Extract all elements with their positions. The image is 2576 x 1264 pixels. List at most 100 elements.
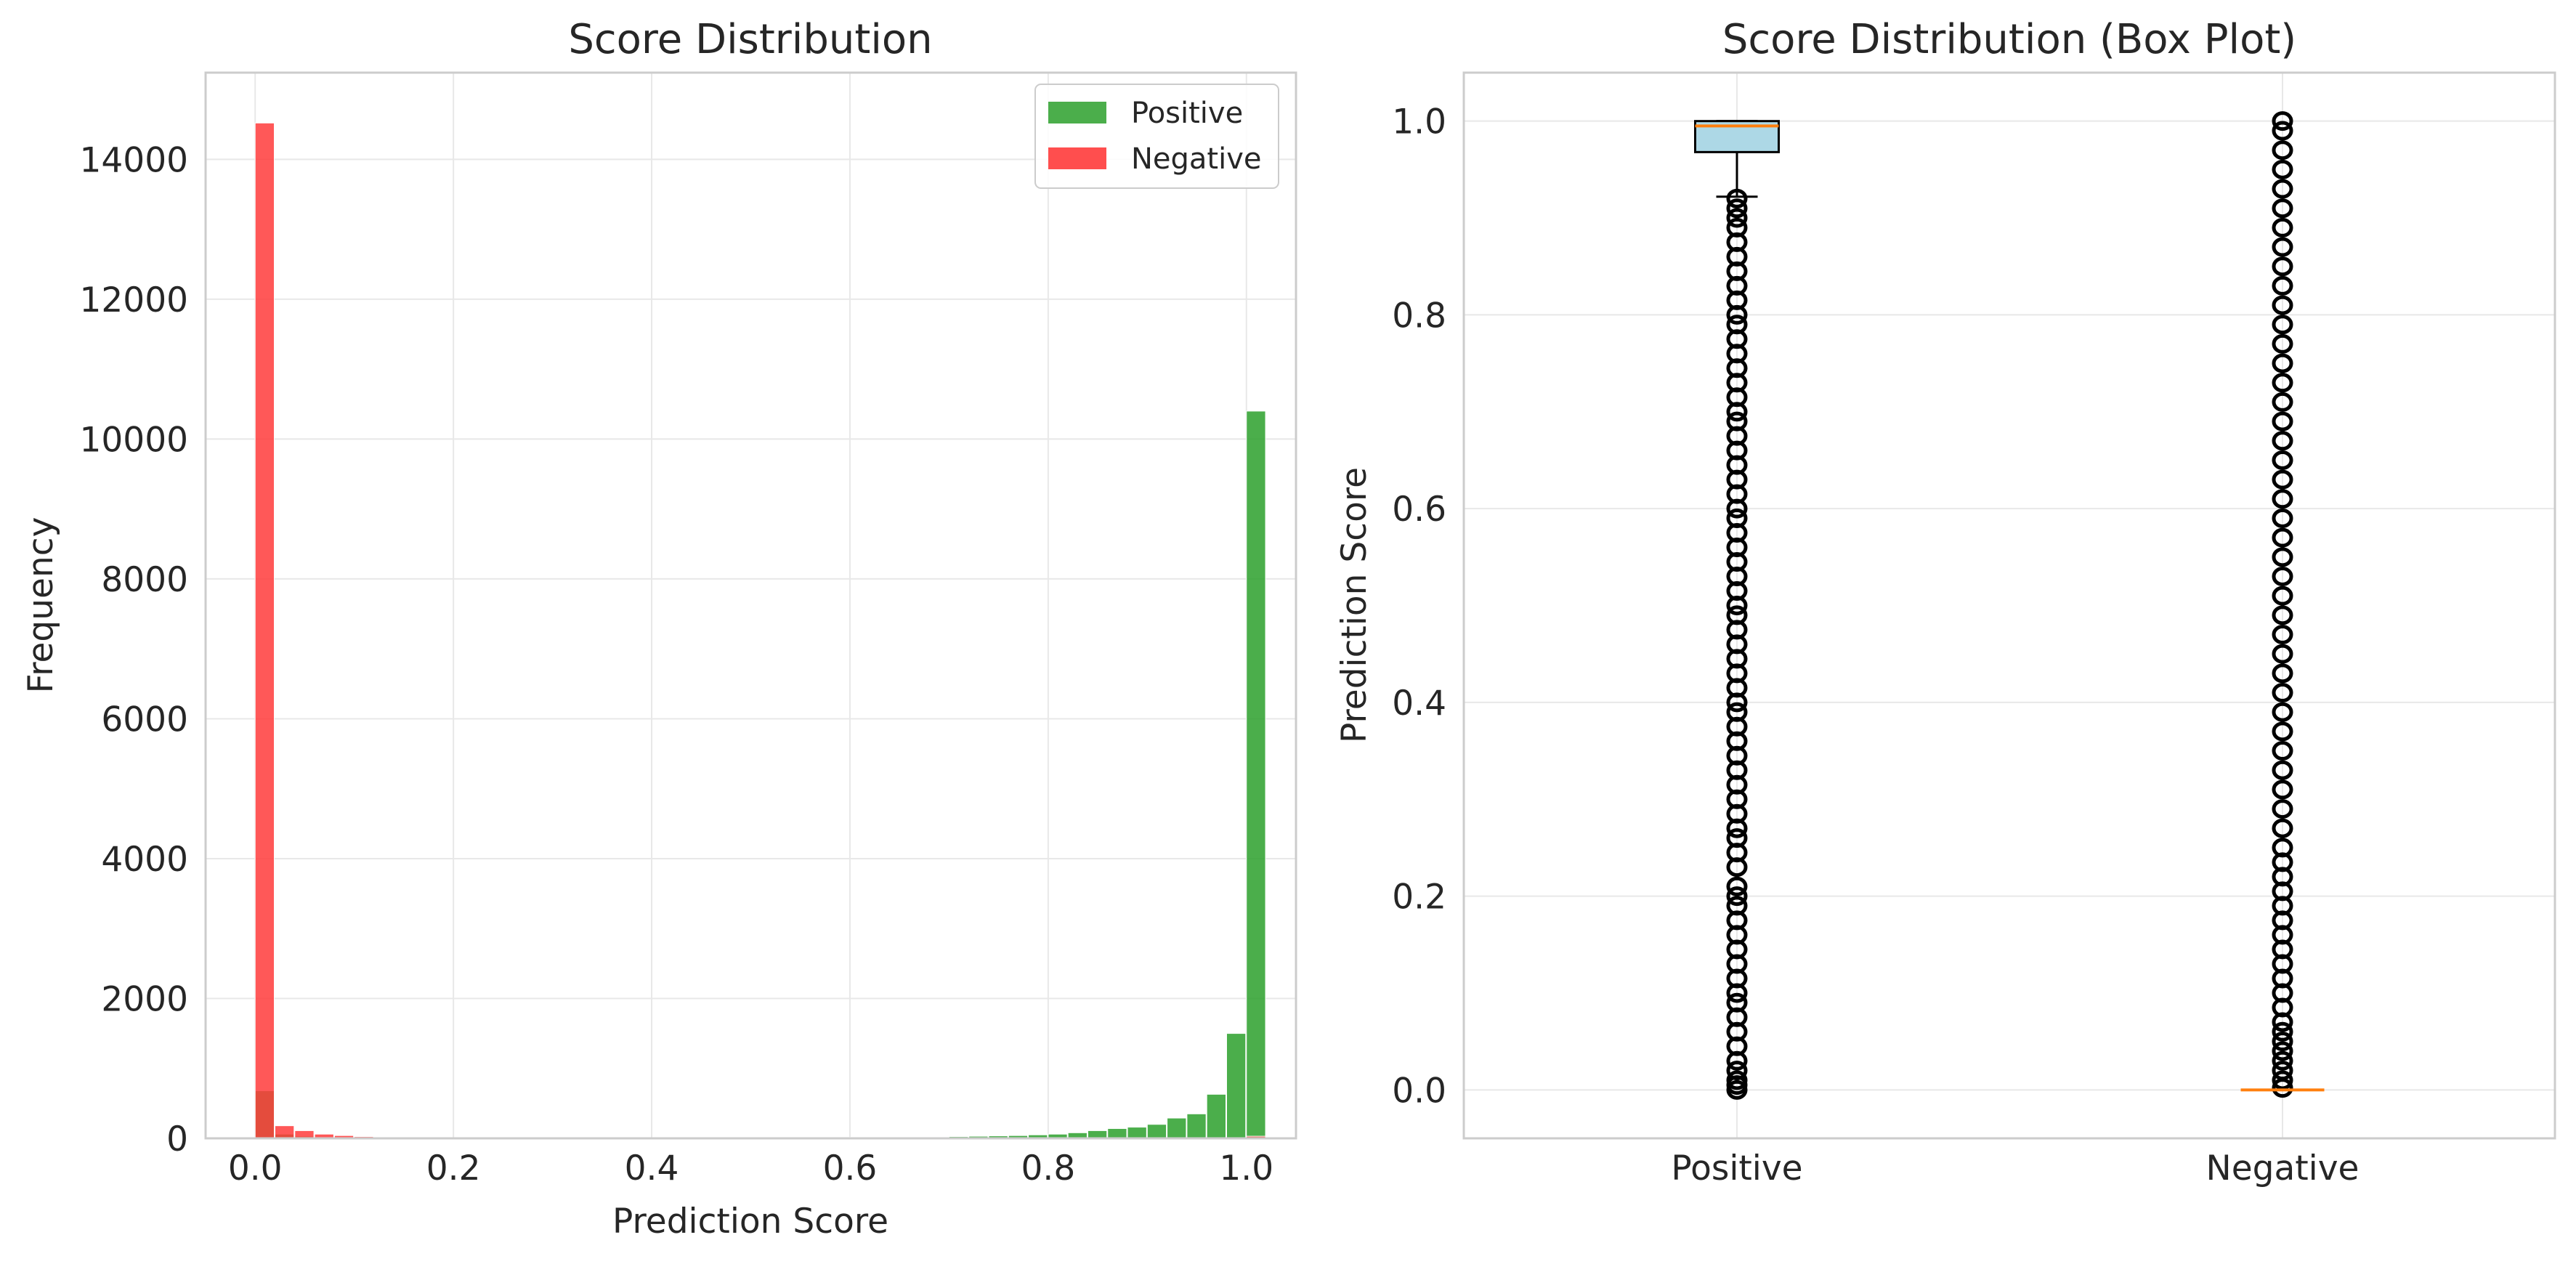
outlier-point bbox=[2272, 721, 2293, 742]
outlier-point bbox=[2272, 625, 2293, 645]
histogram-x-tick-labels: 0.0 0.2 0.4 0.6 0.8 1.0 bbox=[228, 1148, 1273, 1188]
histogram-legend: Positive Negative bbox=[1034, 84, 1279, 189]
y-tick-label: 10000 bbox=[79, 420, 188, 460]
outlier-point bbox=[2272, 683, 2293, 703]
outlier-point bbox=[2272, 508, 2293, 528]
histogram-panel: 0.0 0.2 0.4 0.6 0.8 1.0 0 2000 4000 6000 8000 1000… bbox=[21, 16, 1297, 1241]
y-tick-label: 0.0 bbox=[1392, 1071, 1446, 1111]
y-tick-label: 0.6 bbox=[1392, 490, 1446, 530]
outlier-point bbox=[2272, 799, 2293, 819]
histogram-bar-positive bbox=[1146, 1124, 1167, 1139]
boxplot-x-tick-labels: Positive Negative bbox=[1671, 1148, 2359, 1188]
boxplot-plot-area bbox=[1464, 73, 2555, 1138]
outlier-point bbox=[1726, 992, 1748, 1013]
histogram-bar-positive bbox=[1127, 1127, 1147, 1139]
histogram-bar-positive bbox=[1087, 1130, 1108, 1139]
y-tick-label: 12000 bbox=[79, 280, 188, 320]
outlier-point bbox=[2272, 295, 2293, 315]
outlier-point bbox=[2272, 644, 2293, 664]
outlier-point bbox=[2272, 140, 2293, 161]
histogram-bar-negative bbox=[275, 1125, 295, 1139]
outlier-point bbox=[2272, 527, 2293, 548]
outlier-point bbox=[2272, 111, 2293, 131]
outlier-point bbox=[1726, 208, 1748, 228]
boxplot-panel: 0.0 0.2 0.4 0.6 0.8 1.0 Positive Negative Scor… bbox=[1334, 16, 2556, 1188]
outlier-point bbox=[2272, 411, 2293, 432]
outlier-point bbox=[2272, 838, 2293, 858]
y-tick-label: 6000 bbox=[101, 700, 188, 740]
x-tick-label: 0.4 bbox=[625, 1148, 679, 1188]
histogram-frame bbox=[204, 71, 1297, 1140]
outlier-point bbox=[1726, 411, 1748, 432]
legend-label-positive: Positive bbox=[1131, 97, 1243, 130]
legend-swatch-positive bbox=[1048, 102, 1106, 123]
outlier-point bbox=[1726, 1061, 1748, 1081]
histogram-bar-negative bbox=[254, 122, 275, 1139]
outlier-point bbox=[1726, 198, 1748, 219]
x-tick-label: 0.6 bbox=[823, 1148, 878, 1188]
histogram-bar-positive bbox=[1186, 1113, 1207, 1139]
outlier-point bbox=[1726, 828, 1748, 848]
histogram-bar-positive bbox=[1226, 1033, 1247, 1139]
histogram-bar-positive bbox=[1167, 1117, 1187, 1139]
outlier-point bbox=[1726, 896, 1748, 916]
outlier-point bbox=[2272, 217, 2293, 238]
outlier-point bbox=[2272, 237, 2293, 257]
outlier-point bbox=[1726, 702, 1748, 722]
outlier-point bbox=[2272, 760, 2293, 780]
outlier-point bbox=[2272, 353, 2293, 373]
x-tick-label: 0.8 bbox=[1021, 1148, 1075, 1188]
outlier-point bbox=[2272, 469, 2293, 490]
outlier-point bbox=[2272, 275, 2293, 296]
outlier-point bbox=[2272, 315, 2293, 335]
outlier-point bbox=[2272, 1050, 2293, 1071]
y-tick-label: 0.4 bbox=[1392, 684, 1446, 724]
outlier-point bbox=[1726, 217, 1748, 238]
outlier-point bbox=[2272, 373, 2293, 393]
histogram-x-axis-label: Prediction Score bbox=[612, 1202, 888, 1241]
box-positive bbox=[1694, 120, 1780, 1100]
outlier-point bbox=[2272, 1070, 2293, 1090]
outlier-point bbox=[1726, 876, 1748, 896]
y-tick-label: 14000 bbox=[79, 140, 188, 180]
outlier-point bbox=[2272, 159, 2293, 179]
x-tick-label: 1.0 bbox=[1219, 1148, 1273, 1188]
outlier-point bbox=[2272, 663, 2293, 684]
legend-swatch-negative bbox=[1048, 147, 1106, 169]
y-tick-label: 0 bbox=[166, 1119, 188, 1159]
outlier-point bbox=[2272, 779, 2293, 800]
box-negative bbox=[2240, 111, 2325, 1098]
histogram-y-tick-labels: 0 2000 4000 6000 8000 10000 12000 14000 bbox=[79, 140, 188, 1159]
y-tick-label: 1.0 bbox=[1392, 102, 1446, 142]
outlier-point bbox=[1726, 605, 1748, 625]
outlier-point bbox=[2272, 818, 2293, 838]
outlier-point bbox=[1726, 315, 1748, 335]
histogram-y-axis-label: Frequency bbox=[21, 517, 61, 694]
boxplot-y-axis-label: Prediction Score bbox=[1334, 467, 1374, 743]
outlier-point bbox=[1726, 886, 1748, 907]
outlier-point bbox=[2272, 1041, 2293, 1061]
outlier-point bbox=[2272, 605, 2293, 625]
legend-label-negative: Negative bbox=[1131, 142, 1262, 176]
outlier-point bbox=[2272, 333, 2293, 354]
outlier-point bbox=[2272, 741, 2293, 761]
outlier-point bbox=[2272, 256, 2293, 277]
outlier-point bbox=[2272, 547, 2293, 567]
outlier-point bbox=[2272, 392, 2293, 412]
outlier-point bbox=[2272, 179, 2293, 199]
boxplot-title: Score Distribution (Box Plot) bbox=[1722, 16, 2296, 63]
histogram-plot-area bbox=[206, 73, 1296, 1138]
outlier-point bbox=[2272, 489, 2293, 509]
boxplot-y-tick-labels: 0.0 0.2 0.4 0.6 0.8 1.0 bbox=[1392, 102, 1446, 1111]
y-tick-label: 8000 bbox=[101, 560, 188, 600]
outlier-point bbox=[2272, 702, 2293, 722]
histogram-bar-positive bbox=[1206, 1093, 1226, 1139]
x-tick-label: Positive bbox=[1671, 1148, 1802, 1188]
histogram-bar-positive bbox=[1246, 410, 1266, 1139]
x-tick-label: 0.2 bbox=[426, 1148, 481, 1188]
histogram-title: Score Distribution bbox=[568, 16, 932, 63]
y-tick-label: 2000 bbox=[101, 979, 188, 1019]
y-tick-label: 0.8 bbox=[1392, 296, 1446, 336]
boxplot-marks bbox=[1694, 111, 2325, 1100]
